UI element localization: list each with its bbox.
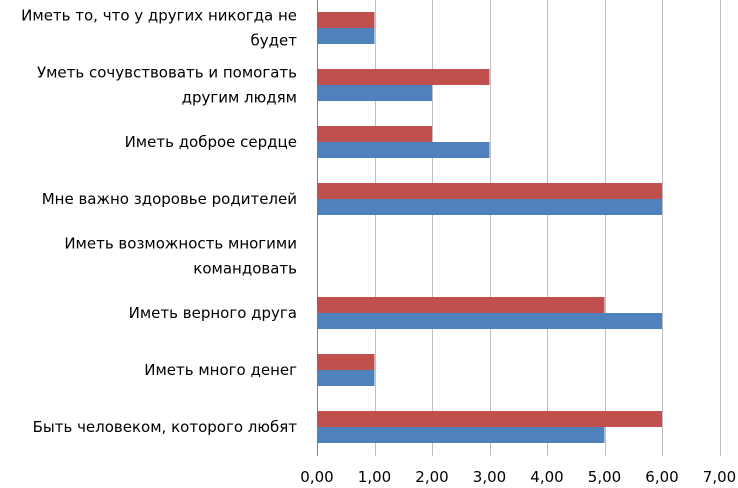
x-tick-label: 7,00 [703,468,736,486]
x-tick-label: 4,00 [530,468,563,486]
x-tick-labels: 0,00 1,00 2,00 3,00 4,00 5,00 6,00 7,00 [300,468,736,486]
category-label: Мне важно здоровье родителей [42,190,297,208]
bar [317,199,662,215]
bar [317,28,375,44]
bar [317,370,375,386]
bar [317,142,490,158]
bar [317,411,662,427]
x-tick-label: 6,00 [645,468,678,486]
bar [317,69,490,85]
category-label: Быть человеком, которого любят [33,418,298,436]
x-tick-label: 3,00 [473,468,506,486]
bar [317,427,605,443]
bar [317,354,375,370]
category-labels: Иметь то, что у других никогда не будет Ум… [21,7,297,437]
category-label: Уметь сочувствовать и помогать другим люд… [37,64,297,107]
bar [317,313,662,329]
bar [317,297,605,313]
x-tick-label: 1,00 [358,468,391,486]
category-label: Иметь то, что у других никогда не будет [21,7,297,50]
bar [317,85,432,101]
bar [317,12,375,28]
category-label: Иметь возможность многими командовать [64,235,297,278]
category-label: Иметь верного друга [129,304,297,322]
gridlines [317,0,721,456]
category-label: Иметь доброе сердце [125,133,297,151]
category-label: Иметь много денег [144,361,297,379]
x-tick-label: 0,00 [300,468,333,486]
x-tick-label: 5,00 [588,468,621,486]
bars [317,12,662,443]
x-tick-label: 2,00 [415,468,448,486]
bar [317,183,662,199]
bar [317,126,432,142]
